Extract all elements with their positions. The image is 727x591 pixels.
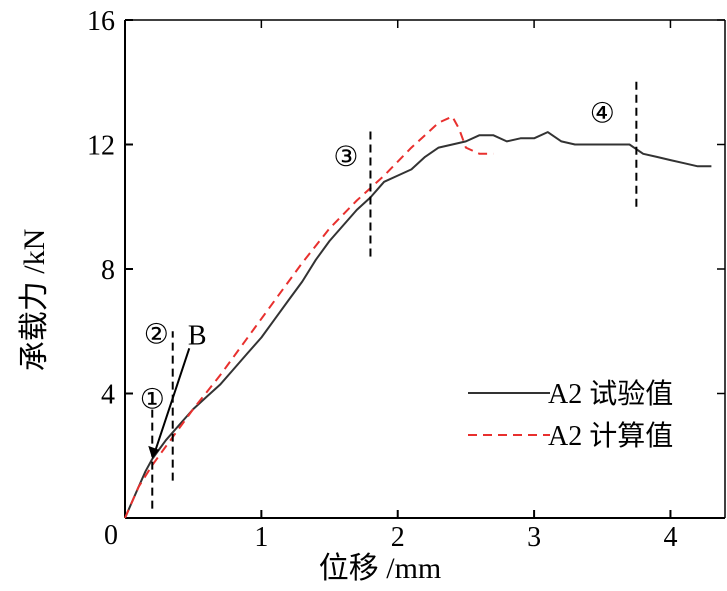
legend: A2 试验值 A2 计算值 (468, 378, 673, 452)
x-axis-title: 位移 /mm (319, 552, 442, 585)
y-tick-label: 16 (87, 6, 115, 37)
stage-label: ④ (590, 98, 615, 129)
legend-label-2: A2 计算值 (548, 420, 673, 452)
point-b-arrow-line (154, 348, 191, 452)
stage-label: ② (144, 319, 169, 350)
stage-markers (151, 79, 638, 509)
y-axis-title: 承载力 /kN (18, 229, 51, 372)
x-tick-label: 4 (663, 522, 677, 553)
point-b-label: B (188, 320, 207, 351)
stage-label: ① (140, 385, 165, 416)
series-line-2 (124, 115, 494, 519)
annotations: ① ② B ③ ④ (140, 98, 615, 459)
origin-tick-label: 0 (104, 520, 118, 551)
series-line-1 (124, 131, 712, 519)
x-tick-label: 3 (527, 522, 541, 553)
y-tick-label: 8 (101, 255, 115, 286)
stage-label: ③ (333, 142, 358, 173)
x-tick-label: 2 (391, 522, 405, 553)
legend-label-1: A2 试验值 (548, 378, 673, 410)
y-tick-label: 12 (87, 131, 115, 162)
point-b-arrow-head (148, 445, 160, 459)
x-tick-label: 1 (254, 522, 268, 553)
y-tick-label: 4 (101, 380, 115, 411)
series-layer (124, 115, 712, 519)
